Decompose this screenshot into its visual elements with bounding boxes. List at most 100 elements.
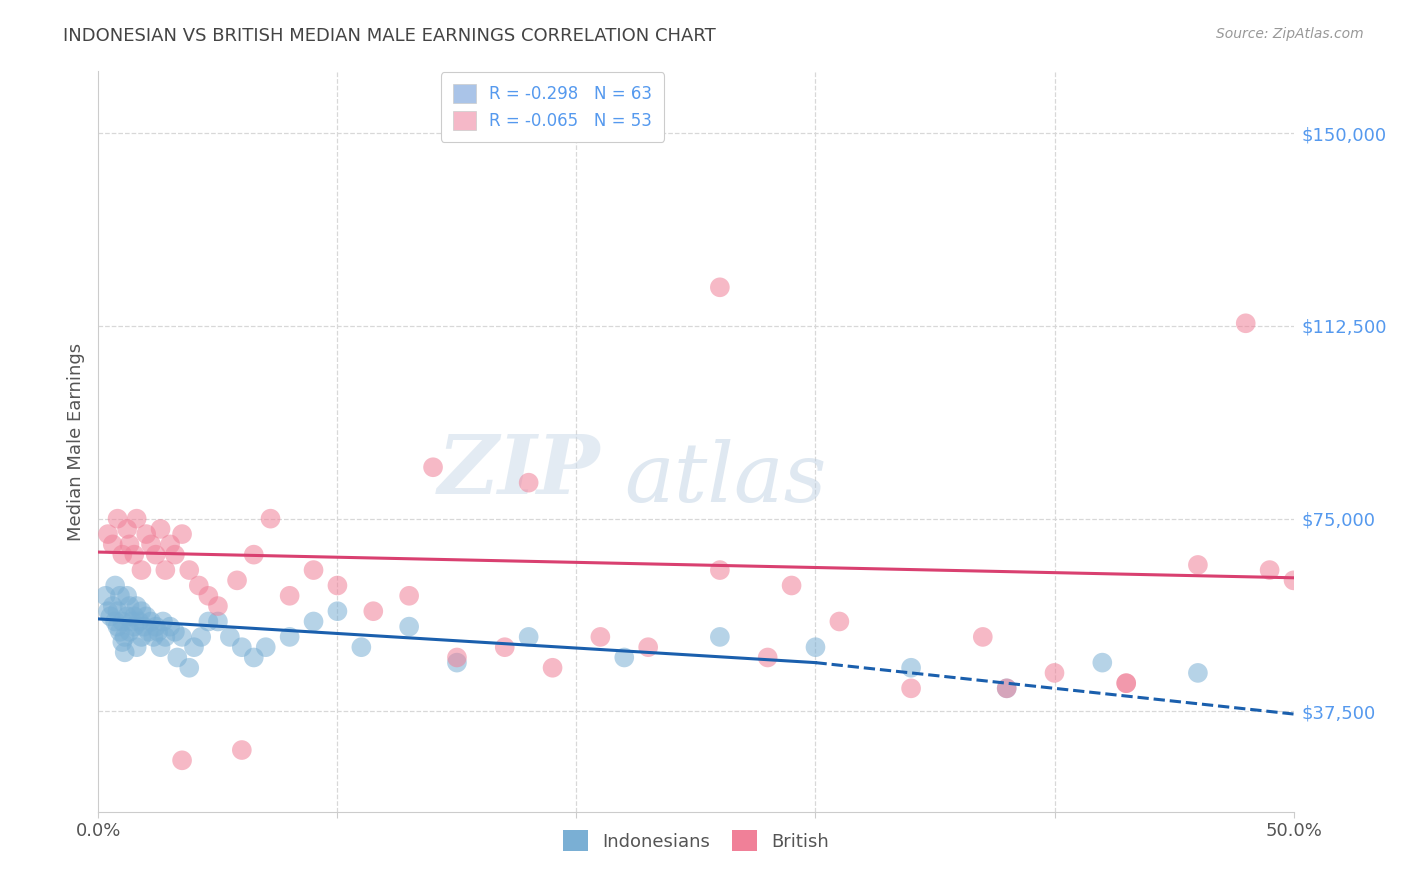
- Point: [446, 656, 468, 670]
- Point: [111, 635, 134, 649]
- Point: [108, 589, 131, 603]
- Y-axis label: Median Male Earnings: Median Male Earnings: [66, 343, 84, 541]
- Point: [231, 743, 253, 757]
- Point: [115, 609, 138, 624]
- Text: ZIP: ZIP: [437, 431, 600, 511]
- Point: [756, 650, 779, 665]
- Point: [1091, 656, 1114, 670]
- Point: [226, 574, 249, 588]
- Point: [149, 640, 172, 655]
- Point: [302, 615, 325, 629]
- Point: [125, 640, 148, 655]
- Point: [132, 620, 155, 634]
- Point: [101, 599, 124, 613]
- Point: [709, 630, 731, 644]
- Point: [118, 599, 141, 613]
- Point: [972, 630, 994, 644]
- Point: [190, 630, 212, 644]
- Point: [278, 630, 301, 644]
- Point: [243, 650, 266, 665]
- Point: [183, 640, 205, 655]
- Point: [363, 604, 385, 618]
- Point: [172, 630, 194, 644]
- Text: Source: ZipAtlas.com: Source: ZipAtlas.com: [1216, 27, 1364, 41]
- Point: [101, 537, 124, 551]
- Point: [637, 640, 659, 655]
- Point: [155, 630, 177, 644]
- Point: [172, 753, 194, 767]
- Point: [124, 609, 146, 624]
- Point: [111, 548, 134, 562]
- Point: [139, 615, 162, 629]
- Point: [159, 620, 181, 634]
- Point: [139, 537, 162, 551]
- Point: [398, 620, 420, 634]
- Point: [145, 548, 167, 562]
- Point: [98, 609, 122, 624]
- Point: [97, 604, 120, 618]
- Text: atlas: atlas: [624, 439, 827, 518]
- Point: [125, 599, 148, 613]
- Point: [124, 620, 146, 634]
- Point: [114, 645, 136, 659]
- Point: [111, 615, 134, 629]
- Point: [104, 578, 127, 592]
- Point: [118, 624, 141, 639]
- Point: [159, 537, 181, 551]
- Point: [128, 615, 150, 629]
- Point: [149, 522, 172, 536]
- Point: [124, 548, 146, 562]
- Point: [326, 604, 349, 618]
- Point: [995, 681, 1018, 696]
- Point: [107, 620, 129, 634]
- Point: [118, 537, 141, 551]
- Point: [108, 624, 131, 639]
- Point: [1115, 676, 1137, 690]
- Point: [446, 650, 468, 665]
- Point: [995, 681, 1018, 696]
- Point: [517, 475, 540, 490]
- Point: [828, 615, 851, 629]
- Point: [114, 630, 136, 644]
- Point: [422, 460, 444, 475]
- Point: [350, 640, 373, 655]
- Point: [163, 548, 186, 562]
- Point: [709, 280, 731, 294]
- Point: [131, 604, 153, 618]
- Point: [613, 650, 636, 665]
- Point: [219, 630, 242, 644]
- Point: [804, 640, 827, 655]
- Text: INDONESIAN VS BRITISH MEDIAN MALE EARNINGS CORRELATION CHART: INDONESIAN VS BRITISH MEDIAN MALE EARNIN…: [63, 27, 716, 45]
- Point: [187, 578, 209, 592]
- Point: [172, 527, 194, 541]
- Legend: Indonesians, British: Indonesians, British: [555, 823, 837, 858]
- Point: [1282, 574, 1305, 588]
- Point: [94, 589, 117, 603]
- Point: [155, 563, 177, 577]
- Point: [97, 527, 120, 541]
- Point: [1043, 665, 1066, 680]
- Point: [135, 609, 157, 624]
- Point: [121, 615, 143, 629]
- Point: [709, 563, 731, 577]
- Point: [494, 640, 516, 655]
- Point: [1187, 558, 1209, 572]
- Point: [207, 599, 229, 613]
- Point: [107, 511, 129, 525]
- Point: [517, 630, 540, 644]
- Point: [138, 624, 160, 639]
- Point: [243, 548, 266, 562]
- Point: [179, 661, 201, 675]
- Point: [115, 589, 138, 603]
- Point: [254, 640, 277, 655]
- Point: [900, 681, 922, 696]
- Point: [1115, 676, 1137, 690]
- Point: [900, 661, 922, 675]
- Point: [142, 630, 165, 644]
- Point: [398, 589, 420, 603]
- Point: [231, 640, 253, 655]
- Point: [1258, 563, 1281, 577]
- Point: [326, 578, 349, 592]
- Point: [145, 620, 167, 634]
- Point: [197, 615, 219, 629]
